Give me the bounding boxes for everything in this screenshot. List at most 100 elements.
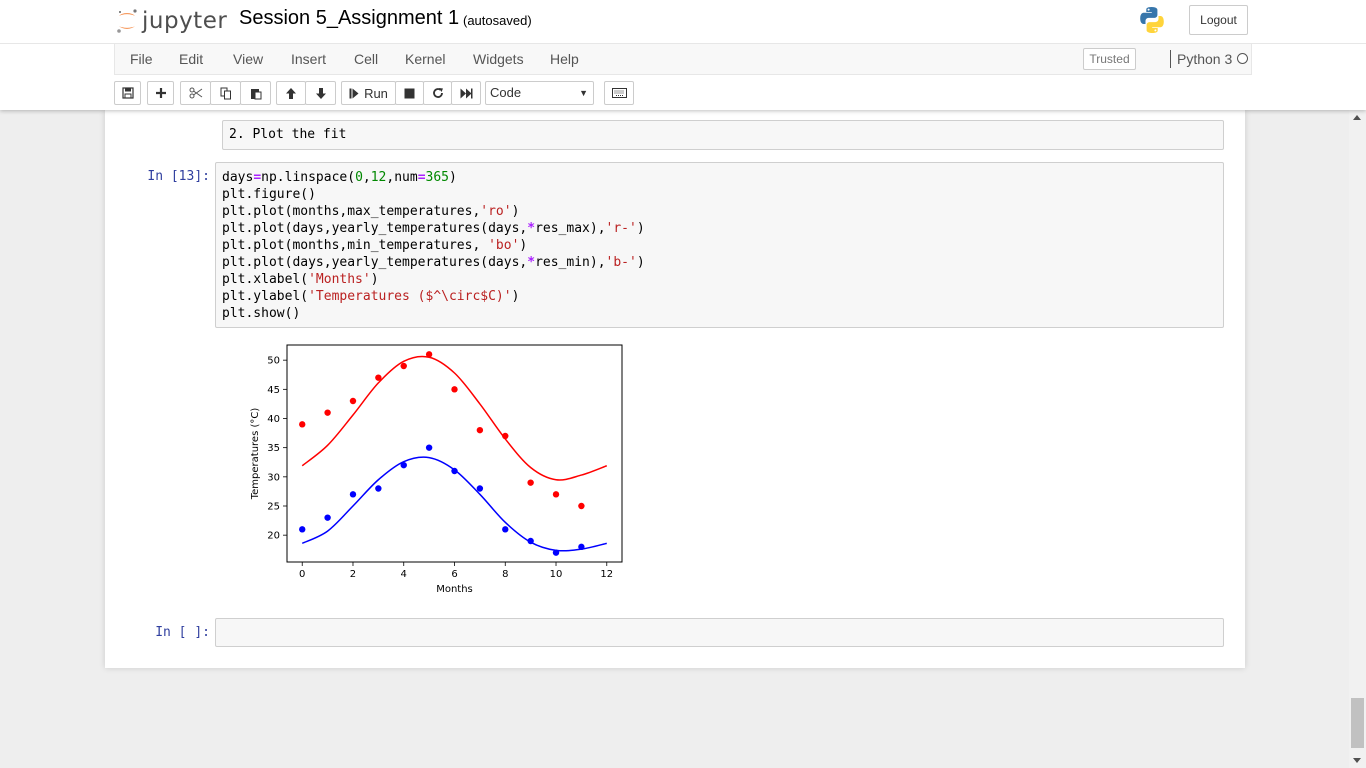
code-line: days=np.linspace(0,12,num=365) <box>222 169 1217 186</box>
y-tick-label: 20 <box>267 531 280 542</box>
x-tick-label: 0 <box>299 569 305 580</box>
menu-file[interactable]: File <box>130 51 153 67</box>
cell-type-value: Code <box>490 85 522 100</box>
code-line: plt.plot(days,yearly_temperatures(days,*… <box>222 254 1217 271</box>
chevron-down-icon: ▼ <box>579 88 588 98</box>
empty-input-prompt: In [ ]: <box>155 625 210 640</box>
x-tick-label: 10 <box>550 569 563 580</box>
code-token: np.linspace( <box>261 170 356 185</box>
code-token: ) <box>449 170 457 185</box>
code-line: plt.show() <box>222 305 1217 322</box>
kernel-name: Python 3 <box>1177 51 1233 67</box>
kernel-separator <box>1170 50 1171 68</box>
cell-type-select[interactable]: Code ▼ <box>485 81 594 105</box>
menu-insert[interactable]: Insert <box>291 51 327 67</box>
menu-edit[interactable]: Edit <box>179 51 204 67</box>
scroll-up-icon[interactable] <box>1353 115 1361 120</box>
keyboard-icon <box>611 88 627 98</box>
menu-help[interactable]: Help <box>550 51 579 67</box>
code-token: ) <box>519 238 528 253</box>
data-point <box>527 479 534 486</box>
data-point <box>502 432 509 440</box>
scroll-down-icon[interactable] <box>1353 758 1361 763</box>
run-button[interactable]: Run <box>341 81 396 105</box>
paste-button[interactable] <box>240 81 271 105</box>
code-token: 365 <box>425 170 449 185</box>
kernel-idle-indicator-icon <box>1237 53 1248 64</box>
code-line: plt.figure() <box>222 186 1217 203</box>
command-palette-button[interactable] <box>604 81 634 105</box>
logout-button[interactable]: Logout <box>1189 5 1248 35</box>
step-forward-icon <box>349 88 359 98</box>
restart-icon <box>432 88 443 98</box>
copy-button[interactable] <box>210 81 241 105</box>
jupyter-logo[interactable]: jupyter <box>116 5 227 37</box>
interrupt-button[interactable] <box>395 81 424 105</box>
data-point <box>400 461 407 469</box>
cut-button[interactable] <box>180 81 211 105</box>
code-token: res_min), <box>535 255 606 270</box>
code-token: ) <box>511 289 520 304</box>
page-scrollbar[interactable] <box>1349 110 1366 768</box>
code-token: plt.plot(days,yearly_temperatures(days, <box>222 255 528 270</box>
empty-code-cell-editor[interactable] <box>215 618 1224 647</box>
insert-cell-button[interactable] <box>147 81 174 105</box>
data-point <box>451 467 458 475</box>
data-point <box>400 362 407 370</box>
code-token: ,num <box>386 170 418 185</box>
code-line: plt.plot(days,yearly_temperatures(days,*… <box>222 220 1217 237</box>
trusted-indicator[interactable]: Trusted <box>1083 48 1136 70</box>
data-point <box>299 421 306 428</box>
x-tick-label: 4 <box>401 569 407 580</box>
scrollbar-thumb[interactable] <box>1351 698 1364 748</box>
data-point <box>375 374 382 381</box>
x-tick-label: 8 <box>502 569 508 580</box>
logo-text: jupyter <box>142 8 228 34</box>
input-prompt: In [13]: <box>147 169 210 184</box>
code-token: 12 <box>370 170 387 185</box>
data-point <box>527 537 534 545</box>
menu-cell[interactable]: Cell <box>354 51 379 67</box>
data-point <box>476 426 484 434</box>
restart-button[interactable] <box>423 81 452 105</box>
code-token: * <box>527 255 536 270</box>
code-token: plt.xlabel( <box>222 272 309 287</box>
code-token: plt.plot(months,max_temperatures, <box>222 204 481 219</box>
save-button[interactable] <box>114 81 141 105</box>
menu-kernel[interactable]: Kernel <box>405 51 446 67</box>
output-plot: 0 2 4 6 8 10 12 20 25 30 35 40 45 50 Months Temperature… <box>250 344 623 595</box>
restart-run-all-button[interactable] <box>451 81 481 105</box>
arrow-down-icon <box>315 87 326 99</box>
y-tick-label: 40 <box>267 414 280 425</box>
x-tick-label: 2 <box>350 569 356 580</box>
code-token: 'Temperatures ($^\circ$C)' <box>308 289 512 304</box>
notebook-header: jupyter Session 5_Assignment 1 (autosave… <box>0 0 1366 110</box>
markdown-cell[interactable]: 2. Plot the fit <box>222 120 1224 150</box>
code-token: plt.plot(months,min_temperatures, <box>222 238 489 253</box>
menu-view[interactable]: View <box>233 51 264 67</box>
plus-icon <box>155 88 166 98</box>
fit-curve <box>301 355 608 481</box>
data-point <box>552 549 560 556</box>
code-token: days <box>222 170 254 185</box>
move-up-button[interactable] <box>276 81 306 105</box>
code-line: plt.xlabel('Months') <box>222 271 1217 288</box>
data-point <box>578 502 585 510</box>
y-tick-label: 50 <box>267 356 280 367</box>
header-top-row: jupyter Session 5_Assignment 1 (autosave… <box>0 0 1366 44</box>
code-token: 0 <box>355 170 363 185</box>
menu-widgets[interactable]: Widgets <box>473 51 524 67</box>
code-token: = <box>417 170 426 185</box>
code-line: plt.ylabel('Temperatures ($^\circ$C)') <box>222 288 1217 305</box>
stop-icon <box>404 88 415 98</box>
code-token: plt.figure() <box>222 187 316 202</box>
notebook-name[interactable]: Session 5_Assignment 1 <box>239 7 460 29</box>
code-token: res_max), <box>535 221 606 236</box>
data-point <box>324 514 331 521</box>
code-token: ) <box>636 221 645 236</box>
code-cell-editor[interactable]: days=np.linspace(0,12,num=365) plt.figur… <box>215 162 1224 328</box>
data-point <box>552 491 560 498</box>
move-down-button[interactable] <box>305 81 336 105</box>
x-tick-label: 6 <box>451 569 457 580</box>
code-token: , <box>362 170 371 185</box>
